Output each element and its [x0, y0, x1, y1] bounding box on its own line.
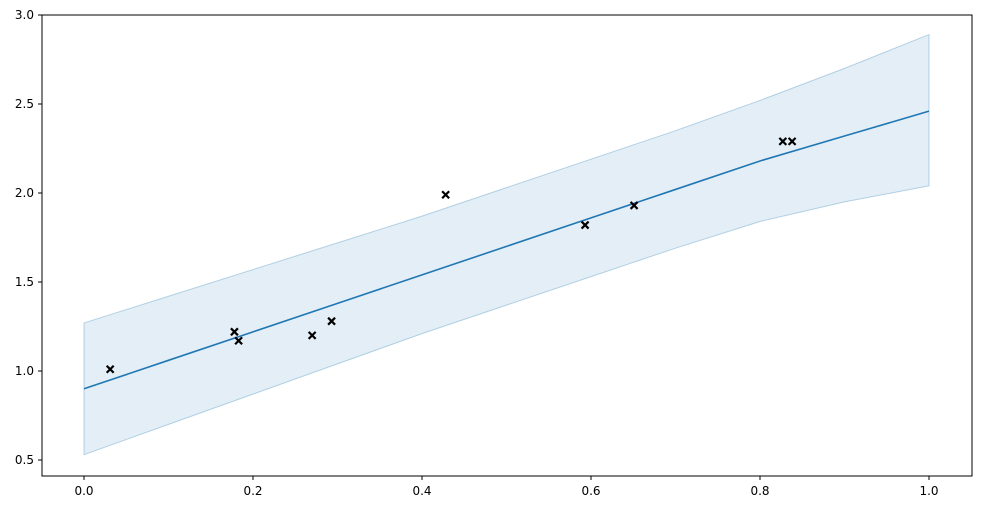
x-tick-label: 1.0 [919, 484, 938, 498]
y-axis: 0.5 1.0 1.5 2.0 2.5 3.0 [15, 8, 42, 467]
y-tick-label: 1.5 [15, 275, 34, 289]
x-tick-label: 0.2 [243, 484, 262, 498]
x-axis: 0.0 0.2 0.4 0.6 0.8 1.0 [74, 476, 939, 498]
plot-frame [41, 14, 973, 477]
data-point [580, 220, 590, 230]
data-point [327, 316, 336, 326]
x-tick-label: 0.0 [74, 484, 93, 498]
y-tick-label: 0.5 [15, 453, 34, 467]
data-point [105, 364, 115, 374]
x-tick-label: 0.4 [412, 484, 431, 498]
data-point [307, 331, 317, 340]
data-point [787, 137, 797, 146]
y-tick-label: 3.0 [15, 8, 34, 22]
x-tick-label: 0.8 [750, 484, 769, 498]
data-point [441, 190, 450, 200]
y-tick-label: 2.5 [15, 97, 34, 111]
y-tick-label: 1.0 [15, 364, 34, 378]
confidence-band [83, 33, 930, 456]
observation-points [105, 137, 797, 374]
x-tick-label: 0.6 [581, 484, 600, 498]
data-point [234, 336, 243, 346]
data-point [629, 201, 639, 210]
data-point [778, 137, 788, 146]
data-point [230, 327, 239, 337]
y-tick-label: 2.0 [15, 186, 34, 200]
mean-line [83, 110, 930, 390]
